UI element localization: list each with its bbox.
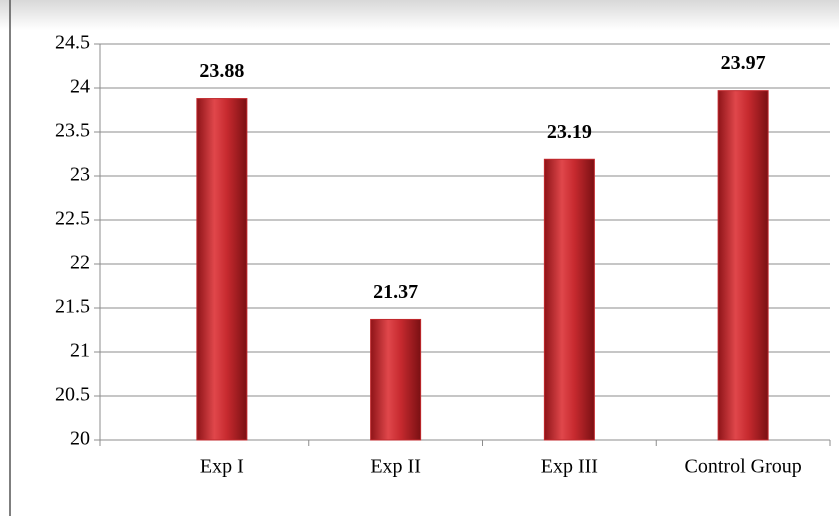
- y-tick-label: 23: [70, 164, 90, 186]
- y-tick-label: 20.5: [55, 384, 90, 406]
- x-tick-label: Exp II: [370, 456, 421, 478]
- y-tick-label: 21.5: [55, 296, 90, 318]
- value-label: 23.88: [199, 60, 244, 82]
- bar: [543, 158, 595, 441]
- y-tick-label: 23.5: [55, 120, 90, 142]
- value-label: 23.19: [547, 121, 592, 143]
- x-tick-label: Exp I: [200, 456, 244, 478]
- y-tick-label: 21: [70, 340, 90, 362]
- y-tick-label: 24.5: [55, 32, 90, 54]
- y-tick-label: 24: [70, 76, 90, 98]
- y-tick-label: 20: [70, 428, 90, 450]
- x-tick-label: Exp III: [541, 456, 598, 478]
- value-label: 21.37: [373, 281, 418, 303]
- bar: [370, 318, 422, 441]
- background-fade: [0, 0, 839, 30]
- bar: [196, 98, 248, 441]
- bar: [717, 90, 769, 441]
- value-label: 23.97: [721, 52, 766, 74]
- y-tick-label: 22.5: [55, 208, 90, 230]
- y-tick-label: 22: [70, 252, 90, 274]
- x-tick-label: Control Group: [685, 456, 802, 478]
